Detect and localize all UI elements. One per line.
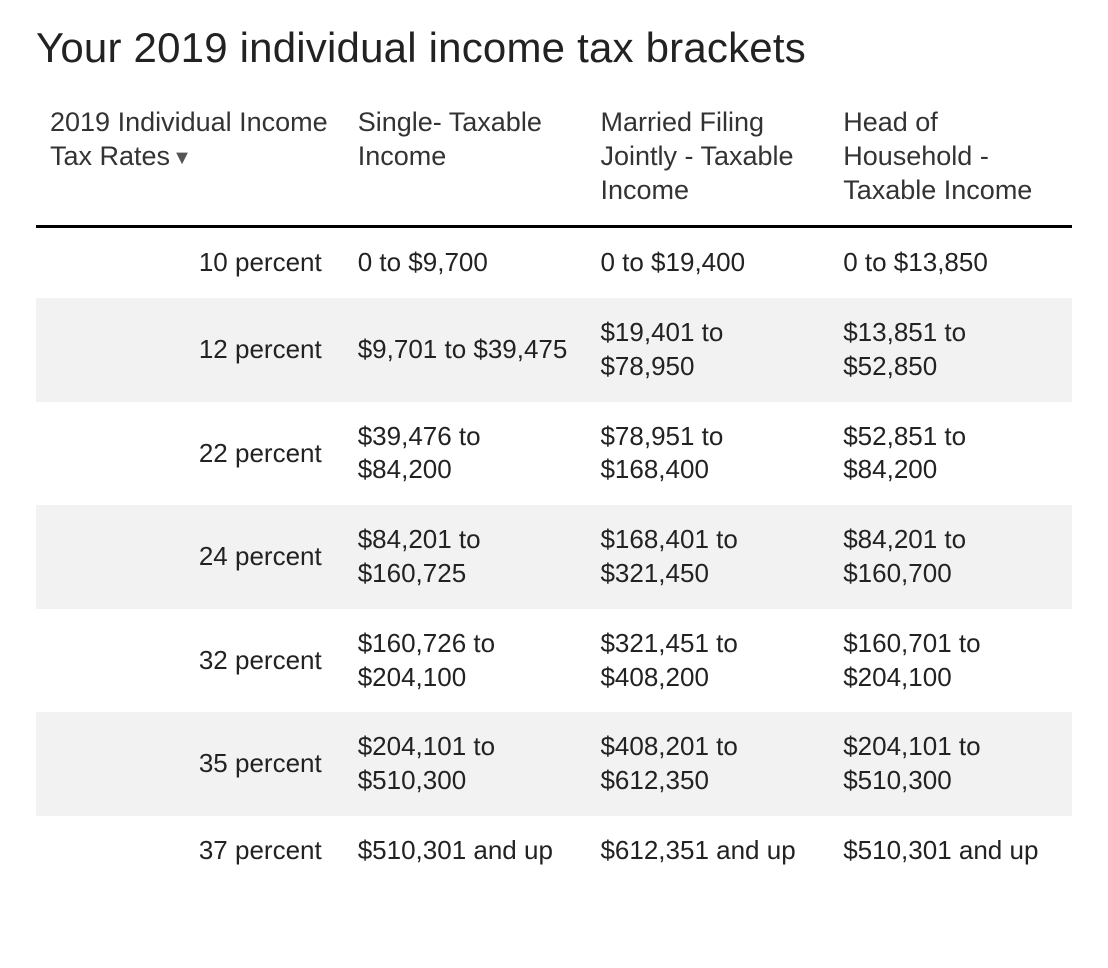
- cell-single: $39,476 to $84,200: [344, 402, 587, 506]
- cell-hoh: $84,201 to $160,700: [829, 505, 1072, 609]
- cell-joint: $612,351 and up: [586, 816, 829, 886]
- cell-rate: 22 percent: [36, 402, 344, 506]
- table-row: 35 percent $204,101 to $510,300 $408,201…: [36, 712, 1072, 816]
- cell-rate: 12 percent: [36, 298, 344, 402]
- cell-rate: 35 percent: [36, 712, 344, 816]
- column-header-hoh[interactable]: Head of Household - Taxable Income: [829, 100, 1072, 227]
- column-header-label: Married Filing Jointly - Taxable Income: [600, 107, 793, 205]
- column-header-single[interactable]: Single- Taxable Income: [344, 100, 587, 227]
- cell-single: 0 to $9,700: [344, 227, 587, 298]
- cell-hoh: $52,851 to $84,200: [829, 402, 1072, 506]
- column-header-joint[interactable]: Married Filing Jointly - Taxable Income: [586, 100, 829, 227]
- cell-joint: $168,401 to $321,450: [586, 505, 829, 609]
- cell-hoh: $204,101 to $510,300: [829, 712, 1072, 816]
- cell-single: $84,201 to $160,725: [344, 505, 587, 609]
- cell-rate: 10 percent: [36, 227, 344, 298]
- cell-rate: 24 percent: [36, 505, 344, 609]
- cell-joint: 0 to $19,400: [586, 227, 829, 298]
- table-header-row: 2019 Individual Income Tax Rates▼ Single…: [36, 100, 1072, 227]
- cell-rate: 32 percent: [36, 609, 344, 713]
- column-header-label: Head of Household - Taxable Income: [843, 107, 1032, 205]
- table-row: 10 percent 0 to $9,700 0 to $19,400 0 to…: [36, 227, 1072, 298]
- cell-joint: $19,401 to $78,950: [586, 298, 829, 402]
- column-header-label: Single- Taxable Income: [358, 107, 542, 171]
- cell-single: $510,301 and up: [344, 816, 587, 886]
- column-header-rate[interactable]: 2019 Individual Income Tax Rates▼: [36, 100, 344, 227]
- cell-single: $160,726 to $204,100: [344, 609, 587, 713]
- table-row: 32 percent $160,726 to $204,100 $321,451…: [36, 609, 1072, 713]
- table-row: 12 percent $9,701 to $39,475 $19,401 to …: [36, 298, 1072, 402]
- table-row: 37 percent $510,301 and up $612,351 and …: [36, 816, 1072, 886]
- cell-joint: $408,201 to $612,350: [586, 712, 829, 816]
- cell-hoh: $510,301 and up: [829, 816, 1072, 886]
- cell-single: $204,101 to $510,300: [344, 712, 587, 816]
- page-title: Your 2019 individual income tax brackets: [36, 24, 1072, 72]
- cell-single: $9,701 to $39,475: [344, 298, 587, 402]
- tax-brackets-table: 2019 Individual Income Tax Rates▼ Single…: [36, 100, 1072, 886]
- sort-desc-icon[interactable]: ▼: [172, 146, 192, 171]
- cell-hoh: $160,701 to $204,100: [829, 609, 1072, 713]
- cell-rate: 37 percent: [36, 816, 344, 886]
- table-body: 10 percent 0 to $9,700 0 to $19,400 0 to…: [36, 227, 1072, 886]
- cell-joint: $78,951 to $168,400: [586, 402, 829, 506]
- table-row: 24 percent $84,201 to $160,725 $168,401 …: [36, 505, 1072, 609]
- table-row: 22 percent $39,476 to $84,200 $78,951 to…: [36, 402, 1072, 506]
- cell-hoh: $13,851 to $52,850: [829, 298, 1072, 402]
- cell-joint: $321,451 to $408,200: [586, 609, 829, 713]
- cell-hoh: 0 to $13,850: [829, 227, 1072, 298]
